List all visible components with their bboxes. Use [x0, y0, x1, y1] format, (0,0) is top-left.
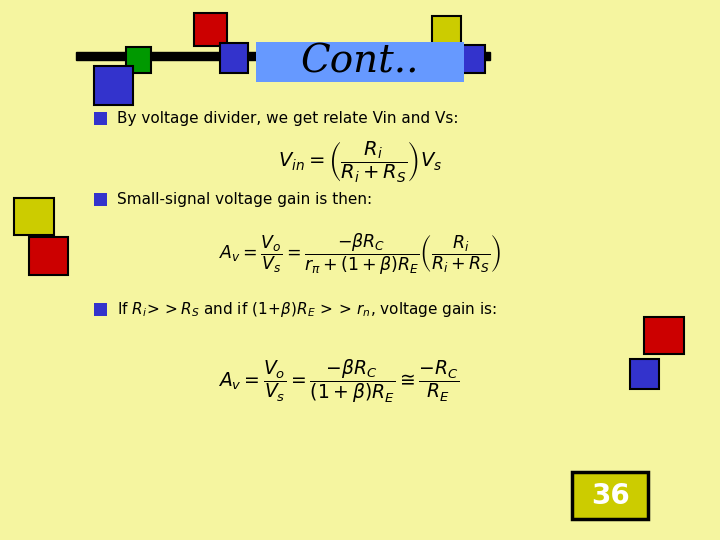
Text: Small-signal voltage gain is then:: Small-signal voltage gain is then: [117, 192, 372, 207]
Bar [94, 193, 107, 206]
Bar [126, 47, 151, 73]
Bar [94, 303, 107, 316]
Text: If $R_i$$\!>>$$R_S$ and if $(1\!+\!\beta)R_E\,>>\,r_n$, voltage gain is:: If $R_i$$\!>>$$R_S$ and if $(1\!+\!\beta… [117, 300, 497, 319]
Bar [572, 472, 648, 519]
Bar [256, 42, 464, 82]
Bar [220, 43, 248, 73]
Bar [644, 317, 684, 354]
Bar [14, 198, 54, 235]
Text: $A_v = \dfrac{V_o}{V_s} = \dfrac{-\beta R_C}{(1+\beta)R_E} \cong \dfrac{-R_C}{R_: $A_v = \dfrac{V_o}{V_s} = \dfrac{-\beta … [218, 357, 459, 404]
Bar [630, 359, 659, 389]
Bar [94, 112, 107, 125]
Text: $A_v = \dfrac{V_o}{V_s} = \dfrac{-\beta R_C}{r_\pi + (1+\beta)R_E}\left(\dfrac{R: $A_v = \dfrac{V_o}{V_s} = \dfrac{-\beta … [219, 231, 501, 276]
Text: 36: 36 [591, 482, 629, 510]
Bar [194, 14, 227, 46]
Text: Cont..: Cont.. [301, 43, 419, 80]
Text: By voltage divider, we get relate Vin and Vs:: By voltage divider, we get relate Vin an… [117, 111, 458, 126]
Bar [432, 16, 461, 46]
Bar [94, 66, 133, 105]
Bar [457, 45, 485, 73]
Bar [29, 237, 68, 275]
Text: $V_{in} = \left(\dfrac{R_i}{R_i + R_S}\right)V_s$: $V_{in} = \left(\dfrac{R_i}{R_i + R_S}\r… [278, 139, 442, 185]
Bar [76, 52, 490, 60]
